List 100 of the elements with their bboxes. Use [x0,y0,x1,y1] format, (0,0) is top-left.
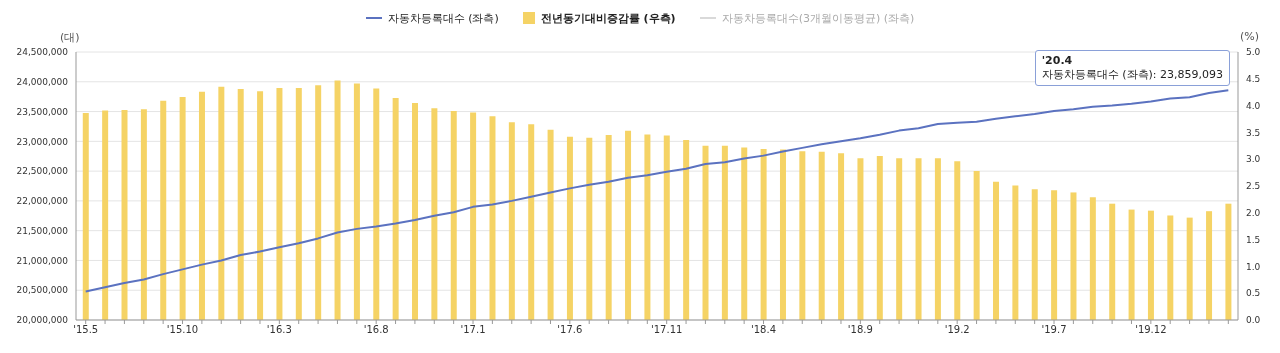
bar [1186,217,1193,320]
bar [896,158,903,320]
bar [818,151,825,320]
y2-axis-title: (%) [1240,30,1260,43]
bar [1128,209,1135,320]
bar [508,122,515,320]
bar [1070,192,1077,320]
bar [450,110,457,320]
bar [605,135,612,320]
bar [934,158,941,320]
x-tick-label: '19.12 [1135,324,1167,336]
bar [470,112,477,320]
y-tick-label: 22,000,000 [16,196,69,207]
bar [1206,211,1213,320]
bar [489,116,496,320]
x-tick-label: '18.4 [751,324,777,336]
bar [760,149,767,320]
bar [1225,203,1232,320]
bar [973,170,980,320]
x-tick-label: '17.11 [650,324,683,336]
bar [431,108,438,320]
bar [702,145,709,320]
bar [1051,190,1058,320]
bar [838,153,845,320]
bar [547,129,554,320]
bar [160,100,167,320]
y2-tick-label: 3.5 [1246,127,1261,138]
bar [721,145,728,320]
y-tick-label: 22,500,000 [16,166,69,177]
bar [412,102,419,320]
y2-tick-label: 1.5 [1246,234,1261,245]
bar [276,87,283,320]
x-tick-label: '19.2 [944,324,970,336]
bar [528,124,535,320]
y-tick-label: 24,500,000 [16,47,69,58]
bar [237,88,244,320]
bar [1031,189,1038,320]
bar [102,110,109,320]
x-tick-label: '17.1 [460,324,486,336]
bar [373,88,380,320]
bar [295,87,302,320]
bar [82,113,89,320]
x-tick-label: '16.8 [363,324,389,336]
bar [218,86,225,320]
annotation: 자동차등록대수 (좌측): 23,859,093 [1041,67,1223,82]
x-tick-label: '18.9 [847,324,873,336]
line-series [84,89,1230,293]
y2-tick-label: 1.0 [1246,261,1261,272]
y2-tick-label: 0.5 [1246,288,1261,299]
bar [257,91,264,320]
bar [198,91,205,320]
bar [876,155,883,320]
annotation: '20.4 [1041,54,1074,67]
bar [1109,203,1116,320]
y2-tick-label: 4.0 [1246,100,1261,111]
y-tick-label: 20,500,000 [16,285,69,296]
bar [1012,185,1019,320]
x-tick-label: '15.10 [166,324,199,336]
x-tick-label: '19.7 [1041,324,1067,336]
y2-tick-label: 2.0 [1246,208,1261,218]
y-tick-label: 24,000,000 [16,76,69,87]
bar [683,139,690,320]
bar [586,137,593,320]
tooltip-box: '20.4 자동차등록대수 (좌측): 23,859,093 [1034,50,1230,86]
legend-label: 전년동기대비증감률 (우측) [539,10,676,26]
bar [857,158,864,320]
y-tick-label: 21,500,000 [16,225,69,236]
y2-tick-label: 2.5 [1246,181,1261,192]
y-tick-label: 23,000,000 [16,136,69,147]
x-tick-label: '15.5 [73,324,99,336]
x-tick-label: '16.3 [266,324,292,336]
x-tick-label: '17.6 [557,324,583,336]
bar [625,130,632,320]
y-tick-label: 23,500,000 [16,106,69,117]
y-tick-label: 21,000,000 [16,255,69,266]
bar [179,97,186,320]
bar [1147,210,1154,320]
bar [334,80,341,320]
bar [779,149,786,320]
bar [741,147,748,320]
y2-tick-label: 0.0 [1246,315,1261,326]
legend-label: 자동차등록대수(3개월이동평균) (좌측) [720,10,915,26]
bar [993,181,1000,320]
bar [1167,215,1174,320]
bar [121,109,128,320]
bar [799,151,806,320]
y2-tick-label: 5.0 [1246,47,1261,58]
bar [392,98,399,320]
y2-tick-label: 3.0 [1246,154,1261,165]
bar [1089,197,1096,320]
bar [315,85,322,320]
bar [140,109,147,320]
bar [644,134,651,320]
bar [663,135,670,320]
bar [353,83,360,320]
y-tick-label: 20,000,000 [16,315,69,326]
bar [566,136,573,320]
bar [954,161,961,320]
bar [915,158,922,320]
y2-tick-label: 4.5 [1246,73,1261,84]
